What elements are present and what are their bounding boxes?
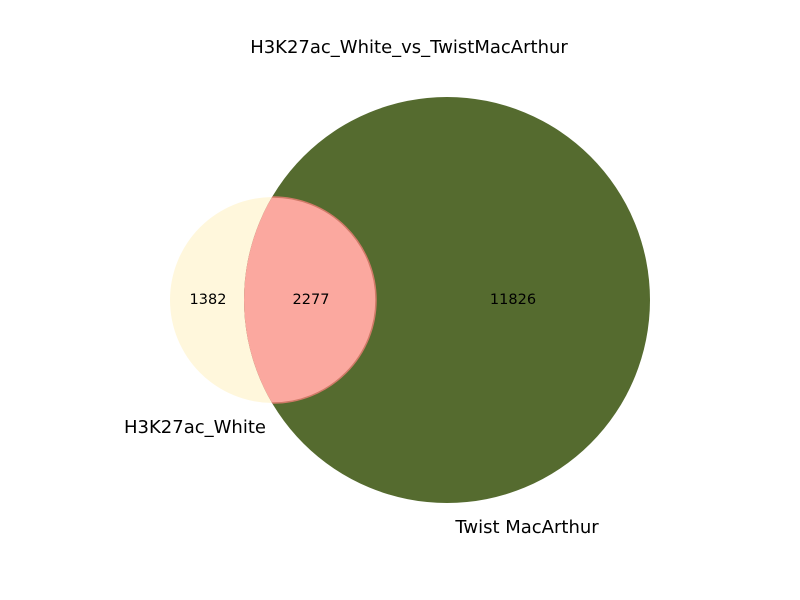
venn-region-intersection <box>244 197 376 403</box>
venn-region-twist-macarthur <box>244 97 650 503</box>
chart-title: H3K27ac_White_vs_TwistMacArthur <box>250 37 568 58</box>
count-label-h3k27ac-white-only: 1382 <box>190 292 227 308</box>
set-label-twist-macarthur: Twist MacArthur <box>454 517 599 538</box>
count-label-intersection: 2277 <box>293 292 330 308</box>
venn-intersection-outline <box>244 196 377 404</box>
count-label-twist-macarthur-only: 11826 <box>490 292 536 308</box>
set-label-h3k27ac-white: H3K27ac_White <box>124 417 266 438</box>
